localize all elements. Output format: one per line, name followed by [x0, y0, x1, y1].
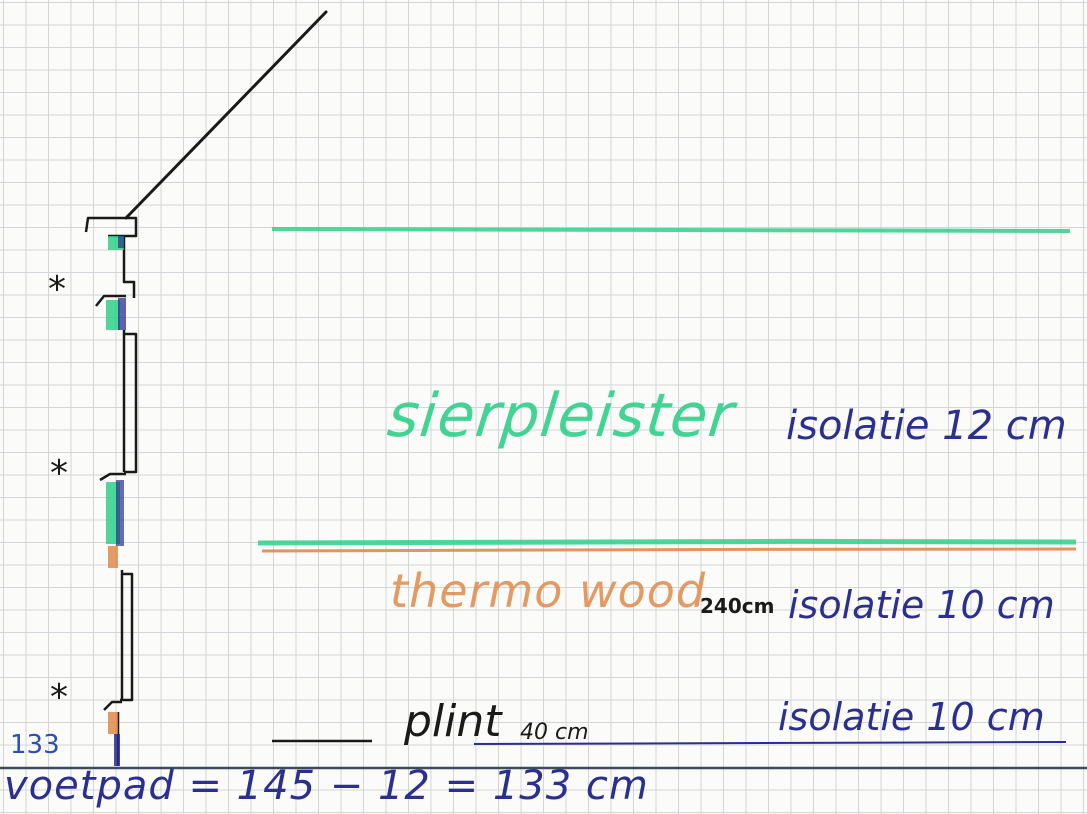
- plint-dimension-label: 40 cm: [520, 720, 589, 745]
- profile-color-fills: [106, 236, 126, 766]
- plint-underline: [473, 741, 1067, 745]
- asterisk-marker: *: [48, 269, 66, 310]
- sierpleister-top-line: [271, 226, 1071, 233]
- roof-line: [124, 10, 328, 220]
- sierpleister-label: sierpleister: [384, 381, 738, 451]
- insulation-label-middle: isolatie 10 cm: [788, 583, 1055, 627]
- plint-label: plint: [404, 696, 502, 747]
- sierpleister-bottom-line: [257, 538, 1077, 546]
- level-marker-label: 133: [10, 730, 60, 760]
- height-dimension-label: 240cm: [700, 594, 775, 618]
- insulation-label-top: isolatie 12 cm: [786, 403, 1067, 449]
- asterisk-marker: *: [50, 677, 68, 718]
- insulation-label-bottom: isolatie 10 cm: [778, 695, 1045, 739]
- thermowood-top-line: [261, 547, 1077, 553]
- asterisk-marker: *: [50, 453, 68, 494]
- thermowood-label: thermo wood: [390, 564, 707, 618]
- footpath-formula: voetpad = 145 − 12 = 133 cm: [4, 763, 649, 809]
